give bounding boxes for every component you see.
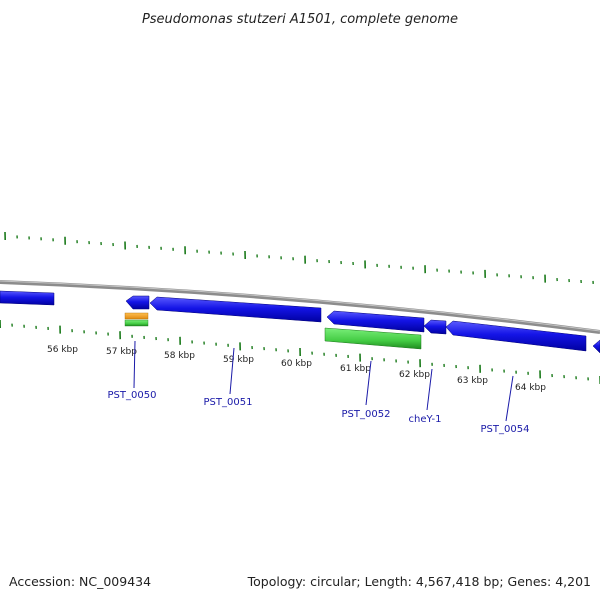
map-title: Pseudomonas stutzeri A1501, complete gen…: [142, 12, 458, 27]
leader-line-pst-0052: [365, 360, 372, 406]
leader-line-pst-0051: [229, 347, 235, 395]
gene-label-leaders: [133, 340, 514, 422]
scale-label-62: 62 kbp: [399, 370, 430, 380]
gene-arrow-pst-0055[interactable]: [592, 339, 600, 354]
gene-labels: PST_0050 PST_0051 PST_0052 cheY-1 PST_00…: [108, 390, 530, 435]
gene-track: [0, 290, 600, 354]
scale-label-60: 60 kbp: [281, 359, 312, 369]
gene-arrow-pst-0054[interactable]: [445, 320, 587, 352]
gene-arrow-chey-1[interactable]: [423, 319, 447, 335]
leader-line-pst-0054: [505, 375, 514, 422]
inner-tick-track: [0, 319, 600, 385]
scale-label-61: 61 kbp: [340, 364, 371, 374]
gene-arrow-pst-0049[interactable]: [0, 290, 55, 306]
feature-green-small[interactable]: [124, 319, 149, 327]
outer-tick-track: [4, 231, 594, 284]
scale-labels: 56 kbp 57 kbp 58 kbp 59 kbp 60 kbp 61 kb…: [47, 345, 546, 393]
gene-label-pst-0052[interactable]: PST_0052: [342, 409, 391, 420]
feature-green-large[interactable]: [324, 327, 422, 350]
scale-label-58: 58 kbp: [164, 351, 195, 361]
gene-label-chey-1[interactable]: cheY-1: [409, 414, 442, 425]
genome-backbone-highlight: [0, 280, 600, 332]
genome-backbone: [0, 280, 600, 334]
genome-summary-text: Topology: circular; Length: 4,567,418 bp…: [247, 574, 591, 589]
accession-text: Accession: NC_009434: [9, 574, 151, 589]
gene-arrow-pst-0050[interactable]: [125, 295, 150, 310]
gene-label-pst-0050[interactable]: PST_0050: [108, 390, 157, 401]
scale-label-57: 57 kbp: [106, 347, 137, 357]
gene-arrow-pst-0051[interactable]: [149, 296, 322, 323]
scale-label-63: 63 kbp: [457, 376, 488, 386]
feature-orange[interactable]: [124, 312, 149, 320]
scale-label-64: 64 kbp: [515, 383, 546, 393]
gene-label-pst-0054[interactable]: PST_0054: [481, 424, 530, 435]
leader-line-pst-0050: [133, 340, 136, 389]
scale-label-56: 56 kbp: [47, 345, 78, 355]
gene-label-pst-0051[interactable]: PST_0051: [204, 397, 253, 408]
leader-line-chey-1: [426, 368, 433, 411]
scale-label-59: 59 kbp: [223, 355, 254, 365]
gene-arrow-pst-0052[interactable]: [326, 310, 425, 333]
